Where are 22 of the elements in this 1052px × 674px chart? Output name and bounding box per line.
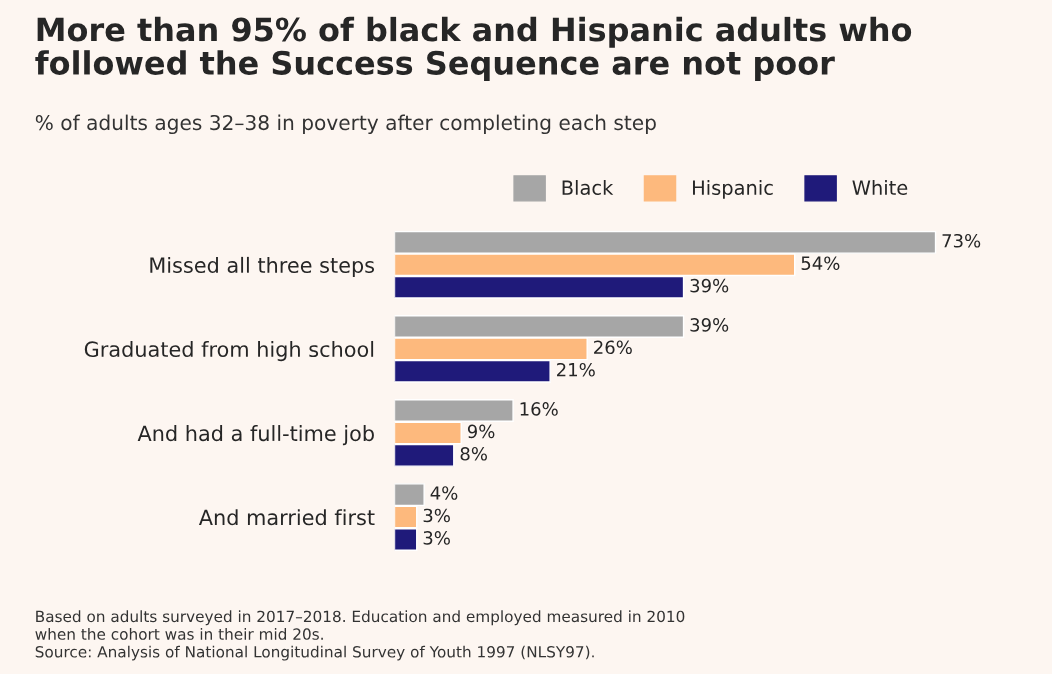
data-label: 9% (467, 424, 495, 439)
chart-title: More than 95% of black and Hispanic adults who followed the Success Sequence are not poor (35, 16, 912, 82)
data-label: 39% (690, 278, 729, 293)
y-tick-label: Graduated from high school (84, 340, 374, 362)
data-label: 3% (423, 508, 450, 523)
data-label: 3% (423, 531, 450, 545)
data-label: 26% (594, 340, 632, 355)
legend-label: White (852, 179, 908, 196)
legend-label: Black (562, 179, 614, 196)
y-tick-label: Missed all three steps (150, 256, 375, 278)
data-label: 54% (801, 256, 840, 271)
legend-label: Hispanic (693, 179, 773, 199)
chart-subtitle: % of adults ages 32–38 in poverty after completing each step (35, 114, 656, 135)
y-tick-label: And married first (198, 509, 375, 526)
data-label: 21% (557, 362, 595, 377)
data-label: 16% (520, 402, 558, 416)
data-label: 4% (430, 486, 458, 500)
data-label: 73% (942, 233, 981, 248)
y-tick-label: And had a full-time job (137, 425, 374, 446)
text: Based on adults surveyed in 2017–2018. Education and employed measured in 2010 when the cohort was in their mid 20s. Source: Analysis of National Longitudinal Survey of Youth 1997 (NLSY97). (35, 610, 685, 661)
data-label: 39% (690, 318, 729, 332)
data-label: 8% (460, 446, 487, 461)
